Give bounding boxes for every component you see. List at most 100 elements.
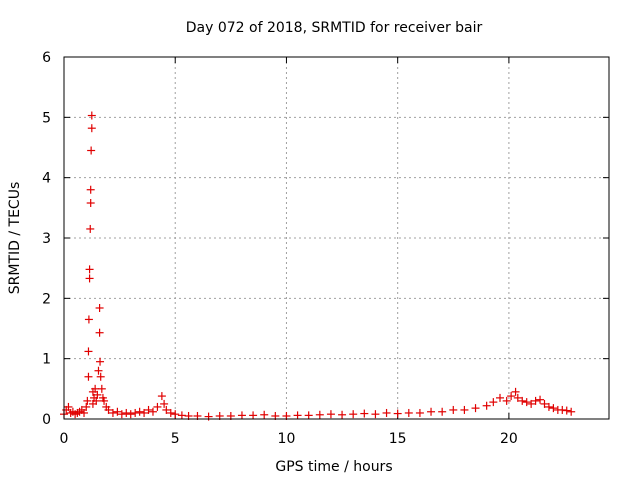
data-point bbox=[160, 399, 169, 408]
data-point bbox=[104, 405, 113, 414]
data-point bbox=[93, 390, 102, 399]
data-point bbox=[349, 410, 358, 419]
data-point bbox=[97, 384, 106, 393]
data-point bbox=[84, 315, 93, 324]
data-point bbox=[94, 366, 103, 375]
data-point bbox=[83, 396, 92, 405]
x-tick-label: 5 bbox=[171, 431, 180, 447]
data-point bbox=[87, 111, 96, 120]
data-point bbox=[86, 185, 95, 194]
data-point bbox=[338, 410, 347, 419]
data-point bbox=[166, 408, 175, 417]
data-point bbox=[157, 392, 166, 401]
data-point bbox=[249, 411, 258, 420]
y-tick-label: 1 bbox=[42, 352, 51, 368]
data-point bbox=[122, 408, 131, 417]
data-point bbox=[86, 224, 95, 233]
data-point bbox=[84, 372, 93, 381]
data-point bbox=[522, 398, 531, 407]
data-point bbox=[64, 402, 73, 411]
data-point bbox=[502, 396, 511, 405]
y-tick-label: 5 bbox=[42, 110, 51, 126]
data-point bbox=[326, 410, 335, 419]
data-point bbox=[415, 408, 424, 417]
data-point bbox=[140, 408, 149, 417]
data-point bbox=[567, 407, 576, 416]
data-point bbox=[95, 328, 104, 337]
data-point bbox=[87, 146, 96, 155]
plot-frame bbox=[63, 56, 610, 420]
data-point bbox=[393, 409, 402, 418]
data-point bbox=[427, 407, 436, 416]
data-point bbox=[518, 396, 527, 405]
data-point bbox=[117, 410, 126, 419]
data-point bbox=[85, 274, 94, 283]
data-point bbox=[460, 405, 469, 414]
data-point bbox=[126, 410, 135, 419]
data-point bbox=[531, 396, 540, 405]
data-point bbox=[153, 402, 162, 411]
data-point bbox=[449, 405, 458, 414]
data-point bbox=[527, 399, 536, 408]
data-point bbox=[96, 372, 105, 381]
data-point bbox=[360, 409, 369, 418]
data-point bbox=[148, 407, 157, 416]
data-point bbox=[549, 404, 558, 413]
x-tick-label: 20 bbox=[500, 431, 518, 447]
data-point bbox=[293, 411, 302, 420]
data-point bbox=[237, 411, 246, 420]
y-axis-label: SRMTID / TECUs bbox=[7, 182, 23, 295]
data-point bbox=[91, 384, 100, 393]
tick-labels: 0 1 2 3 4 5 6 0 5 10 15 20 bbox=[42, 50, 518, 447]
data-point bbox=[562, 406, 571, 415]
chart-title: Day 072 of 2018, SRMTID for receiver bai… bbox=[186, 20, 483, 36]
data-point bbox=[496, 393, 504, 402]
data-point bbox=[92, 396, 101, 405]
data-point bbox=[260, 410, 269, 419]
data-point bbox=[511, 387, 520, 396]
data-point bbox=[108, 408, 117, 417]
data-point bbox=[162, 405, 171, 414]
data-point bbox=[82, 402, 91, 411]
x-tick-label: 0 bbox=[60, 431, 69, 447]
x-tick-label: 10 bbox=[278, 431, 296, 447]
data-point bbox=[113, 407, 122, 416]
data-point bbox=[80, 408, 89, 417]
data-point bbox=[304, 411, 313, 420]
data-point bbox=[558, 405, 567, 414]
data-point bbox=[87, 124, 96, 133]
data-point bbox=[513, 393, 522, 402]
data-point bbox=[177, 411, 186, 420]
data-point bbox=[404, 408, 413, 417]
grid-lines bbox=[64, 57, 609, 419]
data-points bbox=[60, 111, 576, 421]
data-point bbox=[84, 347, 93, 356]
data-point bbox=[131, 408, 140, 417]
data-point bbox=[86, 199, 95, 208]
data-point bbox=[382, 408, 391, 417]
data-point bbox=[540, 399, 549, 408]
data-point bbox=[315, 410, 324, 419]
data-point bbox=[85, 265, 94, 274]
x-axis-label: GPS time / hours bbox=[275, 459, 392, 475]
y-tick-label: 2 bbox=[42, 291, 51, 307]
data-point bbox=[471, 404, 480, 413]
y-tick-label: 6 bbox=[42, 50, 51, 66]
y-tick-label: 3 bbox=[42, 231, 51, 247]
data-point bbox=[482, 401, 491, 410]
data-point bbox=[135, 407, 144, 416]
data-point bbox=[95, 303, 104, 312]
y-tick-label: 4 bbox=[42, 171, 51, 187]
data-point bbox=[438, 407, 447, 416]
x-tick-label: 15 bbox=[389, 431, 407, 447]
y-tick-label: 0 bbox=[42, 412, 51, 428]
data-point bbox=[544, 402, 553, 411]
data-point bbox=[171, 410, 180, 419]
data-point bbox=[536, 395, 545, 404]
data-point bbox=[144, 405, 153, 414]
data-point bbox=[371, 410, 380, 419]
data-point bbox=[96, 357, 105, 366]
data-point bbox=[489, 398, 498, 407]
data-point bbox=[100, 396, 109, 405]
